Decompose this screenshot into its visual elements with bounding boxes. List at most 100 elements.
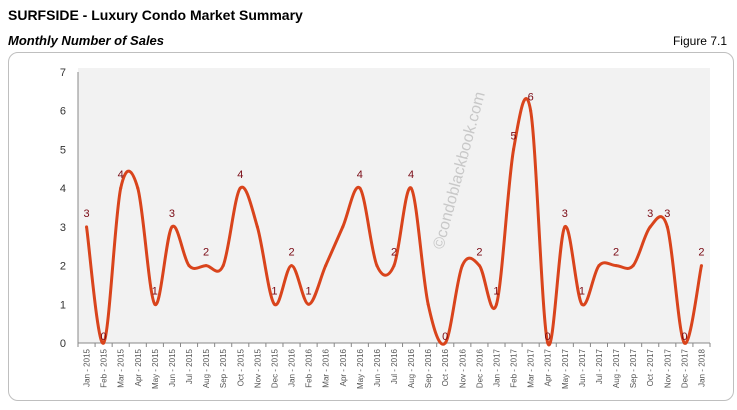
- x-tick-label: Oct - 2016: [441, 348, 450, 386]
- data-point: [597, 264, 601, 268]
- x-tick-label: Jan - 2016: [288, 348, 297, 386]
- x-tick-label: Aug - 2016: [407, 348, 416, 388]
- data-point: [477, 264, 481, 268]
- data-label: 0: [681, 331, 687, 343]
- data-label: 3: [169, 208, 175, 220]
- x-tick-label: Dec - 2016: [475, 348, 484, 388]
- data-point: [307, 302, 311, 306]
- chart-subtitle: Monthly Number of Sales: [8, 33, 165, 48]
- x-tick-label: Oct - 2017: [646, 348, 655, 386]
- data-point: [426, 302, 430, 306]
- data-point: [290, 264, 294, 268]
- x-tick-label: Jul - 2016: [390, 348, 399, 384]
- data-point: [153, 302, 157, 306]
- data-point: [170, 225, 174, 229]
- y-tick-label: 0: [60, 338, 66, 350]
- data-label: 3: [647, 208, 653, 220]
- y-tick-label: 2: [60, 261, 66, 273]
- x-tick-label: Feb - 2015: [100, 348, 109, 387]
- x-tick-label: Aug - 2015: [202, 348, 211, 388]
- y-tick-label: 6: [60, 106, 66, 118]
- x-tick-label: Feb - 2017: [510, 348, 519, 387]
- data-point: [699, 264, 703, 268]
- data-point: [563, 225, 567, 229]
- data-label: 3: [83, 208, 89, 220]
- data-label: 2: [698, 247, 704, 259]
- data-label: 4: [357, 169, 363, 181]
- data-point: [614, 264, 618, 268]
- data-point: [682, 341, 686, 345]
- data-point: [221, 264, 225, 268]
- data-label: 1: [579, 285, 585, 297]
- data-label: 1: [152, 285, 158, 297]
- x-tick-label: Jun - 2015: [168, 348, 177, 386]
- x-tick-label: Sep - 2017: [629, 348, 638, 388]
- x-tick-label: Feb - 2016: [305, 348, 314, 387]
- chart-frame: [8, 52, 734, 401]
- data-point: [460, 264, 464, 268]
- x-tick-label: Jan - 2018: [697, 348, 706, 386]
- data-label: 2: [203, 247, 209, 259]
- x-tick-label: Mar - 2015: [117, 348, 126, 387]
- data-point: [631, 264, 635, 268]
- data-label: 5: [511, 130, 517, 142]
- data-point: [204, 264, 208, 268]
- y-tick-label: 5: [60, 144, 66, 156]
- x-tick-label: Apr - 2017: [544, 348, 553, 386]
- x-tick-label: Jan - 2017: [492, 348, 501, 386]
- y-tick-label: 7: [60, 67, 66, 79]
- data-point: [648, 225, 652, 229]
- data-point: [102, 341, 106, 345]
- figure-number: Figure 7.1: [672, 34, 727, 48]
- data-label: 2: [391, 247, 397, 259]
- data-label: 3: [664, 208, 670, 220]
- x-tick-label: Apr - 2015: [134, 348, 143, 386]
- data-point: [580, 302, 584, 306]
- x-tick-label: Jun - 2016: [373, 348, 382, 386]
- data-point: [375, 264, 379, 268]
- data-point: [136, 186, 140, 190]
- x-tick-label: Jul - 2017: [595, 348, 604, 384]
- x-tick-label: May - 2015: [151, 348, 160, 389]
- data-point: [529, 109, 533, 113]
- x-tick-label: Sep - 2016: [424, 348, 433, 388]
- data-label: 6: [528, 92, 534, 104]
- data-label: 0: [545, 331, 551, 343]
- data-label: 1: [271, 285, 277, 297]
- data-label: 3: [562, 208, 568, 220]
- x-tick-label: Mar - 2017: [527, 348, 536, 387]
- data-point: [255, 225, 259, 229]
- x-tick-label: Dec - 2017: [680, 348, 689, 388]
- data-label: 2: [613, 247, 619, 259]
- data-point: [512, 147, 516, 151]
- x-tick-label: Nov - 2016: [458, 348, 467, 388]
- series-line: [85, 97, 703, 347]
- data-point: [665, 225, 669, 229]
- data-point: [341, 225, 345, 229]
- data-label: 4: [118, 169, 124, 181]
- x-tick-label: Jul - 2015: [185, 348, 194, 384]
- x-tick-label: May - 2016: [356, 348, 365, 389]
- data-point: [324, 264, 328, 268]
- data-label: 4: [237, 169, 243, 181]
- data-point: [187, 264, 191, 268]
- data-point: [392, 264, 396, 268]
- data-label: 2: [476, 247, 482, 259]
- x-tick-label: Jun - 2017: [578, 348, 587, 386]
- data-point: [409, 186, 413, 190]
- data-label: 2: [288, 247, 294, 259]
- data-point: [238, 186, 242, 190]
- x-tick-label: May - 2017: [561, 348, 570, 389]
- data-label: 1: [306, 285, 312, 297]
- data-label: 0: [442, 331, 448, 343]
- data-label: 1: [493, 285, 499, 297]
- chart-title: SURFSIDE - Luxury Condo Market Summary: [8, 7, 303, 23]
- data-point: [443, 341, 447, 345]
- data-point: [272, 302, 276, 306]
- x-tick-label: Apr - 2016: [339, 348, 348, 386]
- data-point: [358, 186, 362, 190]
- y-tick-label: 3: [60, 222, 66, 234]
- plot-area: [78, 68, 710, 343]
- data-point: [494, 302, 498, 306]
